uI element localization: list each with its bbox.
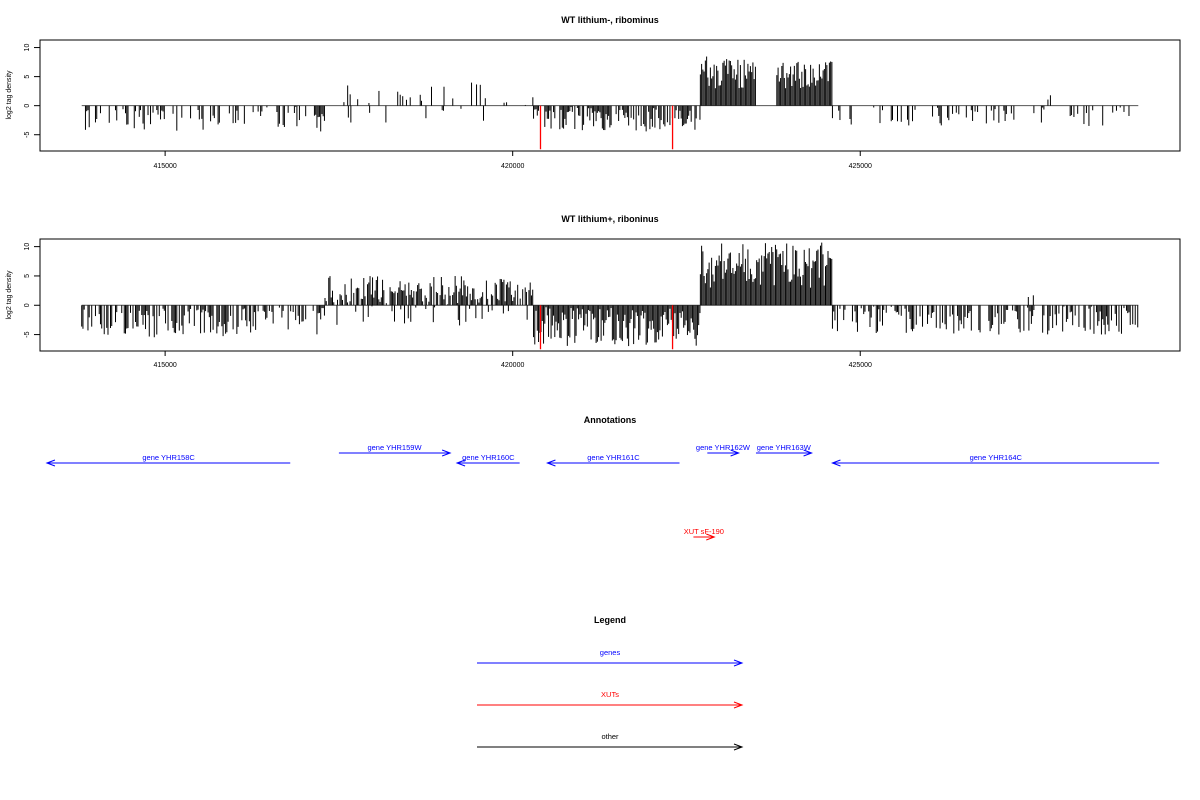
annotation-feature: gene YHR164C — [831, 453, 1160, 467]
axes: -5 0 5 10 415000 420000 425000 — [24, 243, 872, 369]
feature-label: gene YHR163W — [757, 443, 812, 452]
track-panel-lithium-minus: WT lithium-, ribominus log2 tag density … — [6, 15, 1181, 170]
x-tick-label: 425000 — [849, 362, 872, 369]
annotations-title: Annotations — [584, 415, 637, 425]
x-tick-label: 420000 — [501, 163, 524, 170]
feature-label: gene YHR161C — [587, 453, 640, 462]
axes: -5 0 5 10 415000 420000 425000 — [24, 44, 872, 170]
annotation-feature: gene YHR160C — [455, 453, 520, 467]
arrow-head-icon — [730, 449, 741, 457]
legend: Legend genes XUTs other — [477, 615, 744, 751]
arrow-head-icon — [546, 459, 556, 467]
feature-label: gene YHR160C — [462, 453, 515, 462]
y-tick-label: 0 — [24, 303, 31, 307]
feature-label: gene YHR164C — [970, 453, 1023, 462]
annotation-feature: gene YHR158C — [45, 453, 291, 467]
feature-arrows: gene YHR158C gene YHR159W gene YHR160C gene… — [45, 443, 1160, 541]
legend-item: other — [477, 732, 744, 751]
x-tick-label: 420000 — [501, 362, 524, 369]
feature-label: gene YHR162W — [696, 443, 751, 452]
arrow-head-icon — [831, 459, 841, 467]
arrow-head-icon — [803, 449, 814, 457]
legend-item: genes — [477, 648, 744, 667]
y-axis-label: log2 tag density — [6, 270, 13, 320]
y-tick-label: -5 — [24, 132, 31, 138]
density-bars — [81, 242, 1139, 350]
arrow-head-icon — [733, 743, 744, 751]
annotation-feature: gene YHR163W — [755, 443, 814, 457]
y-tick-label: 5 — [24, 274, 31, 278]
annotation-feature: gene YHR162W — [696, 443, 751, 457]
x-tick-label: 415000 — [153, 163, 176, 170]
panel-title: WT lithium-, ribominus — [561, 15, 659, 25]
y-tick-label: 10 — [24, 44, 31, 52]
annotation-feature: gene YHR161C — [546, 453, 680, 467]
y-tick-label: -5 — [24, 331, 31, 337]
legend-title: Legend — [594, 615, 626, 625]
annotation-feature: gene YHR159W — [338, 443, 452, 457]
y-tick-label: 0 — [24, 104, 31, 108]
y-tick-label: 10 — [24, 243, 31, 251]
legend-label: other — [601, 732, 619, 741]
arrow-head-icon — [733, 701, 744, 709]
feature-label: gene YHR159W — [367, 443, 422, 452]
track-panel-lithium-plus: WT lithium+, riboninus log2 tag density … — [6, 214, 1181, 369]
y-tick-label: 5 — [24, 75, 31, 79]
legend-label: XUTs — [601, 690, 619, 699]
legend-label: genes — [600, 648, 621, 657]
arrow-head-icon — [455, 459, 466, 467]
feature-label: gene YHR158C — [142, 453, 195, 462]
x-tick-label: 425000 — [849, 163, 872, 170]
feature-label: XUT sF-190 — [684, 527, 724, 536]
annotation-feature: XUT sF-190 — [684, 527, 724, 541]
plot-frame — [39, 39, 1181, 152]
panel-title: WT lithium+, riboninus — [561, 214, 658, 224]
arrow-head-icon — [733, 659, 744, 667]
legend-items: genes XUTs other — [477, 648, 744, 751]
y-axis-label: log2 tag density — [6, 70, 13, 120]
arrow-head-icon — [45, 459, 56, 467]
arrow-head-icon — [706, 533, 716, 541]
arrow-head-icon — [441, 449, 452, 457]
x-tick-label: 415000 — [153, 362, 176, 369]
plot-frame — [39, 238, 1181, 352]
density-bars — [81, 56, 1139, 150]
legend-item: XUTs — [477, 690, 744, 709]
